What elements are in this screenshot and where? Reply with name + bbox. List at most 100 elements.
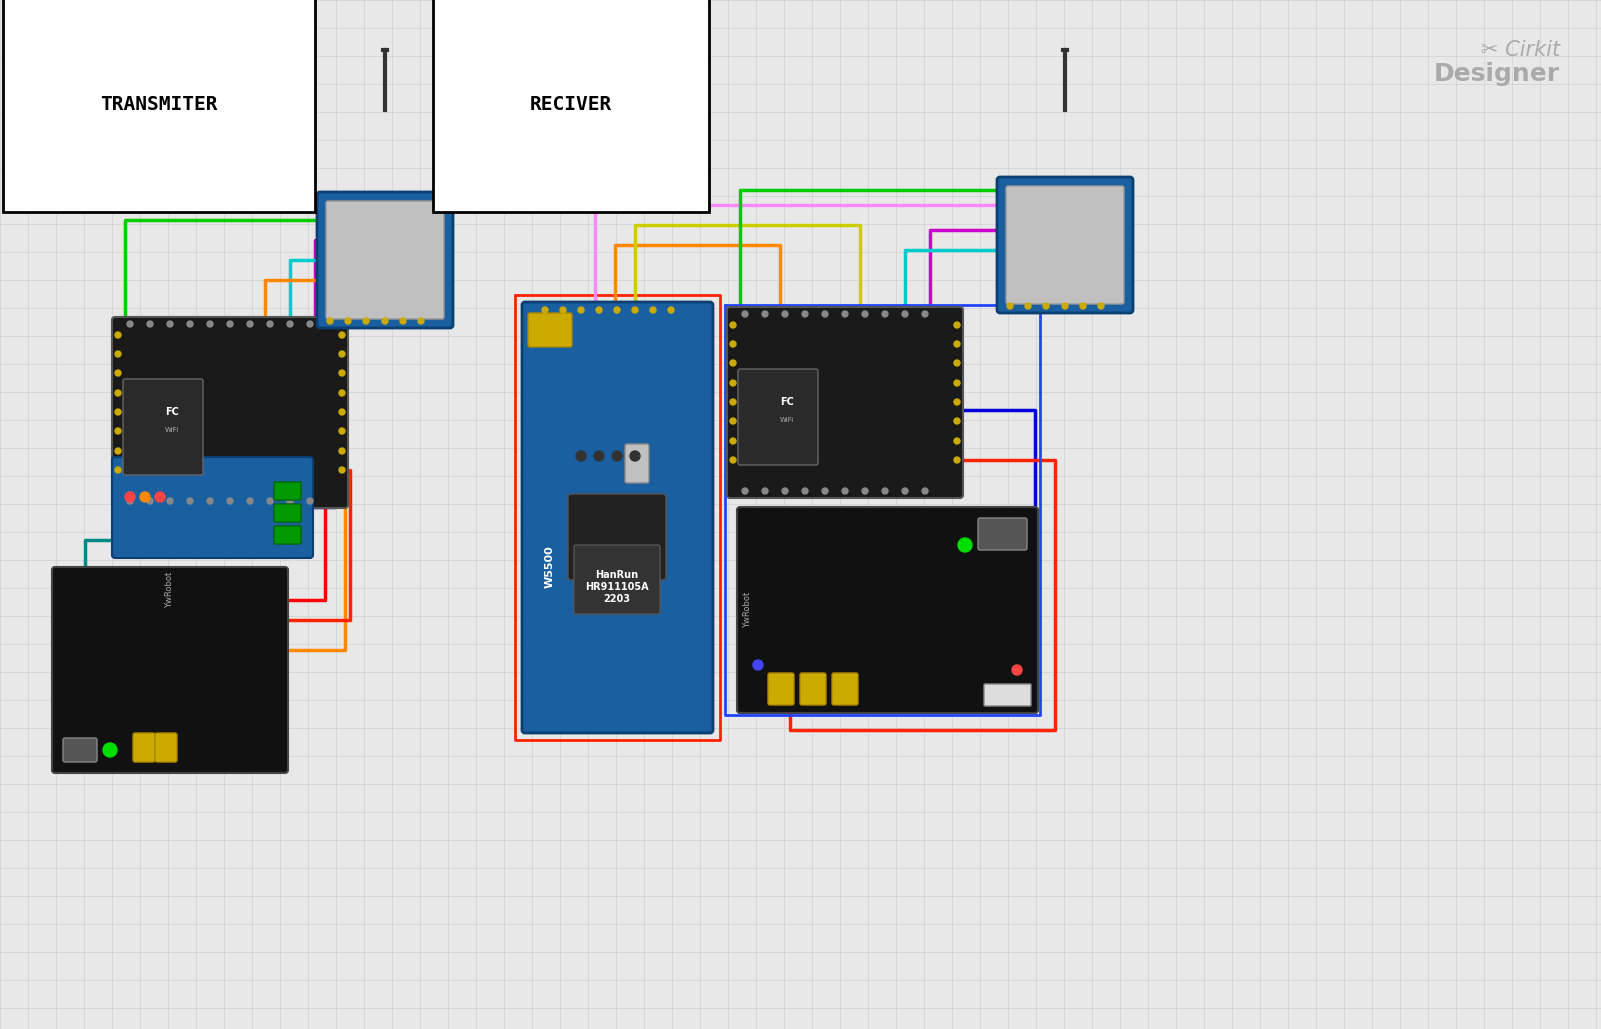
Circle shape: [596, 307, 602, 313]
Circle shape: [187, 498, 194, 504]
Circle shape: [576, 451, 586, 461]
FancyBboxPatch shape: [155, 733, 178, 762]
Circle shape: [882, 488, 889, 494]
Circle shape: [901, 488, 908, 494]
Circle shape: [543, 307, 548, 313]
FancyBboxPatch shape: [528, 313, 572, 347]
FancyBboxPatch shape: [274, 526, 301, 544]
Circle shape: [612, 451, 623, 461]
Circle shape: [287, 321, 293, 327]
FancyBboxPatch shape: [736, 507, 1037, 713]
FancyBboxPatch shape: [568, 494, 666, 580]
Circle shape: [267, 498, 274, 504]
Circle shape: [247, 321, 253, 327]
Text: YwRobot: YwRobot: [743, 592, 752, 628]
FancyBboxPatch shape: [123, 379, 203, 475]
Circle shape: [339, 467, 344, 473]
Circle shape: [115, 370, 122, 376]
Circle shape: [922, 488, 929, 494]
Circle shape: [1007, 303, 1013, 309]
Circle shape: [287, 498, 293, 504]
FancyBboxPatch shape: [112, 457, 314, 558]
Circle shape: [339, 409, 344, 415]
Circle shape: [147, 498, 154, 504]
Circle shape: [1042, 303, 1049, 309]
Circle shape: [594, 451, 604, 461]
Circle shape: [954, 322, 961, 328]
Circle shape: [882, 311, 889, 317]
FancyBboxPatch shape: [800, 673, 826, 705]
Circle shape: [418, 318, 424, 324]
FancyBboxPatch shape: [327, 201, 443, 319]
Circle shape: [167, 498, 173, 504]
Circle shape: [954, 380, 961, 386]
Circle shape: [781, 311, 788, 317]
Circle shape: [762, 311, 768, 317]
Circle shape: [821, 311, 828, 317]
Circle shape: [115, 332, 122, 338]
Text: Designer: Designer: [1434, 62, 1559, 86]
FancyBboxPatch shape: [317, 192, 453, 328]
FancyBboxPatch shape: [997, 177, 1134, 313]
Circle shape: [954, 438, 961, 443]
FancyBboxPatch shape: [274, 482, 301, 500]
Circle shape: [730, 438, 736, 443]
FancyBboxPatch shape: [133, 733, 155, 762]
Circle shape: [307, 498, 314, 504]
FancyBboxPatch shape: [727, 307, 962, 498]
FancyBboxPatch shape: [978, 518, 1026, 549]
Circle shape: [954, 418, 961, 424]
Circle shape: [615, 307, 620, 313]
Circle shape: [339, 448, 344, 454]
Text: W5500: W5500: [544, 545, 556, 589]
Circle shape: [207, 498, 213, 504]
Circle shape: [861, 311, 868, 317]
Circle shape: [344, 318, 351, 324]
Circle shape: [842, 488, 849, 494]
Circle shape: [730, 360, 736, 366]
FancyBboxPatch shape: [522, 301, 712, 733]
Circle shape: [1012, 665, 1021, 675]
Circle shape: [227, 498, 234, 504]
Circle shape: [1081, 303, 1085, 309]
Circle shape: [147, 321, 154, 327]
FancyBboxPatch shape: [624, 443, 648, 483]
Circle shape: [400, 318, 407, 324]
Circle shape: [730, 399, 736, 405]
Circle shape: [957, 538, 972, 552]
Circle shape: [327, 318, 333, 324]
FancyBboxPatch shape: [1005, 186, 1124, 304]
Circle shape: [1061, 303, 1068, 309]
Circle shape: [632, 307, 639, 313]
Circle shape: [762, 488, 768, 494]
Circle shape: [922, 311, 929, 317]
Circle shape: [730, 380, 736, 386]
Circle shape: [102, 743, 117, 757]
Circle shape: [115, 351, 122, 357]
Circle shape: [167, 321, 173, 327]
Circle shape: [1025, 303, 1031, 309]
FancyBboxPatch shape: [62, 738, 98, 762]
FancyBboxPatch shape: [274, 504, 301, 522]
Circle shape: [954, 360, 961, 366]
Text: FC: FC: [780, 397, 794, 407]
Circle shape: [821, 488, 828, 494]
FancyBboxPatch shape: [985, 684, 1031, 706]
Circle shape: [741, 488, 748, 494]
Text: RECIVER: RECIVER: [530, 96, 612, 114]
FancyBboxPatch shape: [738, 369, 818, 465]
Circle shape: [954, 399, 961, 405]
Circle shape: [730, 457, 736, 463]
Text: TRANSMITER: TRANSMITER: [99, 96, 218, 114]
Circle shape: [339, 351, 344, 357]
Circle shape: [861, 488, 868, 494]
Circle shape: [1098, 303, 1105, 309]
Circle shape: [126, 321, 133, 327]
Circle shape: [115, 428, 122, 434]
Text: WiFi: WiFi: [780, 417, 794, 423]
Circle shape: [752, 660, 764, 670]
Text: FC: FC: [165, 407, 179, 417]
Circle shape: [383, 318, 387, 324]
Circle shape: [560, 307, 567, 313]
Circle shape: [115, 467, 122, 473]
